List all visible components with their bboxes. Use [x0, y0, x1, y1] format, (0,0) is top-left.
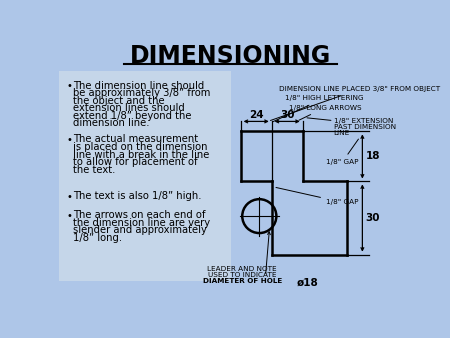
Text: LINE: LINE — [334, 130, 350, 136]
Text: extend 1/8” beyond the: extend 1/8” beyond the — [73, 111, 192, 121]
Text: •: • — [66, 135, 72, 145]
FancyBboxPatch shape — [58, 71, 230, 281]
Text: the text.: the text. — [73, 165, 116, 175]
Text: DIMENSIONING: DIMENSIONING — [130, 44, 331, 68]
Text: PAST DIMENSION: PAST DIMENSION — [334, 124, 396, 130]
Text: 1/8" HIGH LETTERING: 1/8" HIGH LETTERING — [273, 95, 364, 122]
Text: DIAMETER OF HOLE: DIAMETER OF HOLE — [202, 279, 282, 285]
Text: dimension line.: dimension line. — [73, 118, 150, 128]
Text: DIMENSION LINE PLACED 3/8" FROM OBJECT: DIMENSION LINE PLACED 3/8" FROM OBJECT — [270, 86, 441, 120]
Text: the object and the: the object and the — [73, 96, 165, 106]
Text: 1/8” long.: 1/8” long. — [73, 233, 122, 243]
Text: ø18: ø18 — [297, 277, 318, 287]
Text: 1/8" LONG ARROWS: 1/8" LONG ARROWS — [289, 104, 361, 120]
Text: USED TO INDICATE: USED TO INDICATE — [208, 272, 276, 278]
Text: is placed on the dimension: is placed on the dimension — [73, 142, 208, 152]
Text: 1/8" GAP: 1/8" GAP — [276, 188, 359, 205]
Text: The arrows on each end of: The arrows on each end of — [73, 210, 206, 220]
Text: LEADER AND NOTE: LEADER AND NOTE — [207, 266, 277, 272]
Text: •: • — [66, 192, 72, 202]
Text: The actual measurement: The actual measurement — [73, 135, 198, 145]
Text: 30: 30 — [365, 213, 380, 223]
Text: The text is also 1/8” high.: The text is also 1/8” high. — [73, 192, 202, 201]
Text: 24: 24 — [249, 110, 264, 120]
Text: 18: 18 — [365, 151, 380, 162]
Text: •: • — [66, 211, 72, 221]
Text: slender and approximately: slender and approximately — [73, 225, 207, 235]
Text: •: • — [66, 81, 72, 91]
Text: be approximately 3/8” from: be approximately 3/8” from — [73, 88, 211, 98]
Text: to allow for placement of: to allow for placement of — [73, 157, 198, 167]
Text: the dimension line are very: the dimension line are very — [73, 218, 211, 227]
Text: 1/8" EXTENSION: 1/8" EXTENSION — [334, 118, 393, 124]
Text: line with a break in the line: line with a break in the line — [73, 150, 210, 160]
Text: The dimension line should: The dimension line should — [73, 80, 205, 91]
Text: extension lines should: extension lines should — [73, 103, 185, 113]
Text: 30: 30 — [280, 110, 294, 120]
Text: 1/8" GAP: 1/8" GAP — [326, 139, 359, 165]
